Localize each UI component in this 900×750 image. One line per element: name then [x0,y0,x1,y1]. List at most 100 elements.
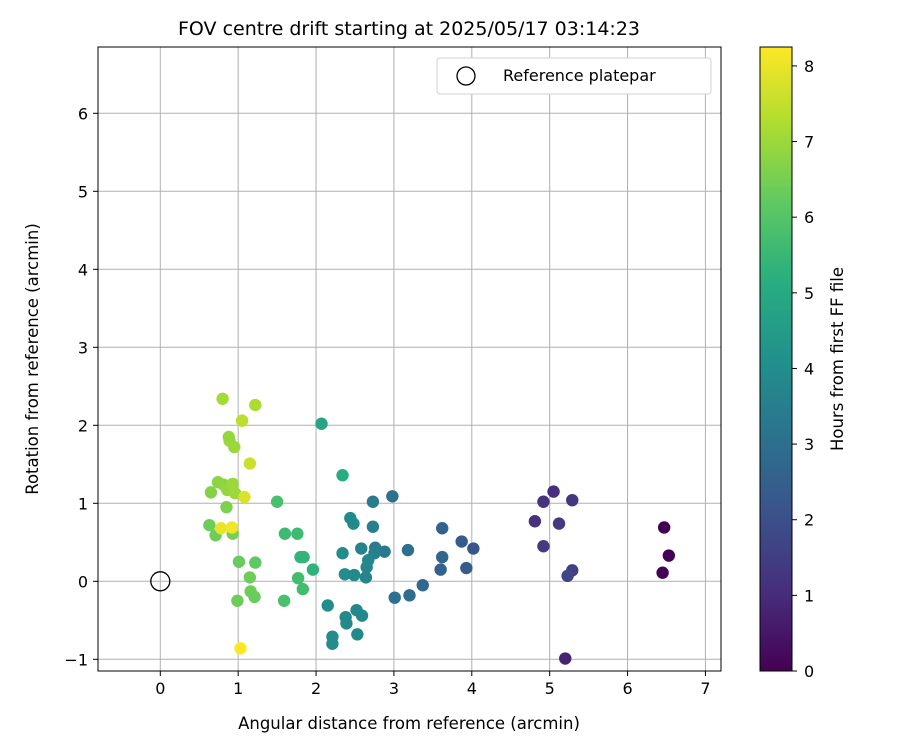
x-tick-label: 4 [467,679,477,698]
colorbar-ticks: 0 1 2 3 4 5 6 7 8 [792,57,814,681]
x-axis-label: Angular distance from reference (arcmin) [238,714,580,733]
scatter-point [559,652,572,665]
scatter-point [336,547,349,560]
scatter-point [222,430,236,444]
scatter-point [235,414,249,427]
x-tick-label: 7 [700,679,710,698]
y-axis-label: Rotation from reference (arcmin) [23,223,42,495]
colorbar-tick-label: 5 [804,284,814,303]
scatter-point [552,517,566,530]
colorbar: 0 1 2 3 4 5 6 7 8 Hours from first FF file [759,46,847,681]
scatter-point [306,563,320,576]
scatter-point [216,392,229,405]
y-tick-label: 2 [78,416,88,435]
colorbar-tick-label: 3 [804,435,814,454]
scatter-point [386,490,399,503]
y-axis-ticks: −1 0 1 2 3 4 5 6 [64,104,98,669]
scatter-point [291,527,304,540]
y-tick-label: 6 [78,104,88,123]
scatter-point [436,550,449,564]
scatter-point [436,522,449,535]
scatter-point [366,495,380,508]
colorbar-tick-label: 0 [804,662,814,681]
scatter-point [226,477,239,490]
scatter-point [348,568,361,582]
colorbar-tick-label: 7 [804,133,814,152]
y-tick-label: 0 [78,572,88,591]
scatter-point [657,521,671,534]
y-tick-label: −1 [64,650,88,669]
x-tick-label: 5 [545,679,555,698]
scatter-point [228,486,242,500]
reference-marker [150,571,171,592]
scatter-point [537,540,550,553]
scatter-point [528,515,542,528]
scatter-point [338,568,352,581]
colorbar-tick-label: 8 [804,57,814,76]
scatter-point [203,518,216,532]
plot-frame [97,46,722,672]
scatter-point [656,566,669,579]
scatter-point [228,440,241,454]
scatter-point [204,486,218,499]
scatter-point [416,579,429,592]
scatter-point [460,561,473,575]
scatter-point [326,637,339,650]
scatter-point [232,555,246,568]
scatter-point [277,594,291,607]
x-tick-label: 3 [389,679,399,698]
scatter-point [388,591,401,604]
scatter-point [434,563,447,576]
scatter-point [344,511,357,525]
scatter-point [238,490,251,504]
scatter-point [321,599,334,612]
scatter-point [249,556,262,569]
data-points [203,392,676,665]
x-axis-ticks: 0 1 2 3 4 5 6 7 [155,671,711,698]
scatter-point [248,590,261,604]
reference-platepar-point [150,571,171,592]
legend: Reference platepar [436,57,712,95]
scatter-point [220,501,233,514]
scatter-point [243,571,257,584]
scatter-point [355,609,369,622]
scatter-point [537,495,550,508]
scatter-point [378,545,391,558]
grid-lines [98,47,721,671]
scatter-point [296,582,310,596]
scatter-point [355,542,368,555]
scatter-point [561,569,574,583]
scatter-point [351,628,364,641]
colorbar-tick-label: 2 [804,511,814,530]
scatter-point [547,485,560,498]
scatter-point [359,571,373,584]
scatter-point [401,543,415,557]
scatter-point [360,561,373,574]
scatter-point [234,642,247,655]
y-tick-label: 3 [78,338,88,357]
scatter-point [278,527,292,540]
scatter-point [249,398,262,412]
scatter-point [662,549,676,562]
x-tick-label: 2 [311,679,321,698]
scatter-point [231,594,244,607]
scatter-point [291,571,305,585]
y-tick-label: 1 [78,494,88,513]
legend-box [436,57,712,95]
x-tick-label: 6 [622,679,632,698]
scatter-point [297,550,310,564]
scatter-point [270,495,284,508]
scatter-point [336,469,349,482]
chart-title: FOV centre drift starting at 2025/05/17 … [178,18,640,40]
colorbar-label: Hours from first FF file [828,267,847,451]
scatter-point [403,589,416,602]
scatter-point [225,521,239,534]
scatter-point [214,522,228,535]
colorbar-tick-label: 1 [804,586,814,605]
y-tick-label: 4 [78,260,88,279]
x-tick-label: 1 [233,679,243,698]
legend-marker-icon [456,66,476,86]
scatter-point [340,617,353,630]
x-tick-label: 0 [155,679,165,698]
